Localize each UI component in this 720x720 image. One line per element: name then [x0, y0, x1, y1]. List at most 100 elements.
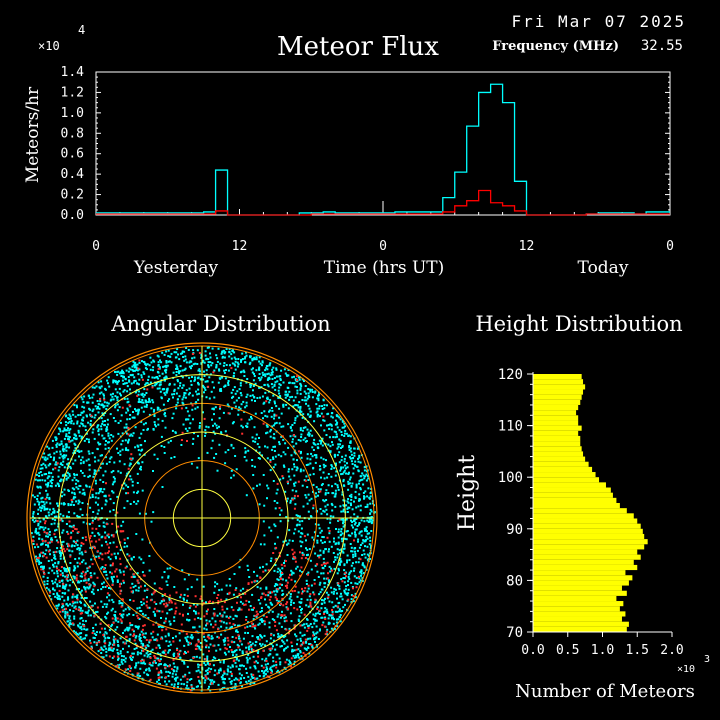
- angular-point-red: [127, 433, 130, 436]
- angular-point: [133, 500, 135, 503]
- angular-point: [163, 413, 166, 416]
- angular-point: [338, 451, 341, 454]
- angular-point: [309, 473, 312, 476]
- angular-point: [81, 456, 84, 459]
- angular-point: [152, 366, 155, 369]
- angular-point-red: [180, 623, 183, 626]
- angular-point: [299, 637, 302, 640]
- angular-point: [117, 620, 120, 623]
- angular-point: [76, 514, 79, 517]
- angular-point: [345, 585, 348, 588]
- angular-point: [110, 625, 113, 628]
- angular-point-red: [287, 632, 290, 635]
- angular-point: [56, 596, 59, 599]
- angular-point: [126, 385, 129, 388]
- angular-point: [327, 621, 330, 624]
- angular-point: [297, 439, 300, 441]
- angular-point: [326, 404, 328, 407]
- angular-point: [58, 595, 61, 598]
- angular-point: [300, 527, 303, 530]
- angular-point: [112, 509, 115, 511]
- angular-point: [41, 479, 44, 482]
- angular-point-red: [164, 593, 167, 596]
- angular-point-red: [247, 642, 250, 645]
- angular-point: [114, 370, 116, 373]
- angular-point-red: [115, 568, 118, 571]
- angular-point-red: [286, 601, 289, 604]
- angular-point-red: [338, 518, 341, 521]
- angular-point: [112, 541, 115, 544]
- angular-point: [84, 634, 87, 637]
- angular-point: [59, 479, 61, 482]
- angular-point-red: [324, 618, 327, 620]
- angular-point: [50, 538, 52, 541]
- angular-point: [140, 603, 143, 606]
- angular-point: [307, 463, 310, 466]
- angular-point: [231, 422, 234, 425]
- angular-point-red: [352, 595, 355, 597]
- angular-point: [248, 648, 250, 651]
- angular-point: [92, 408, 95, 411]
- angular-point: [74, 415, 77, 418]
- angular-point: [79, 600, 82, 603]
- angular-point: [38, 563, 41, 566]
- angular-point: [226, 607, 229, 610]
- angular-point: [306, 533, 309, 536]
- angular-point: [190, 364, 193, 367]
- angular-point: [78, 581, 81, 584]
- angular-point: [68, 569, 71, 572]
- angular-point: [288, 529, 291, 532]
- angular-point: [356, 447, 359, 450]
- angular-point: [368, 554, 370, 557]
- angular-point: [52, 468, 55, 471]
- angular-point: [302, 438, 305, 441]
- angular-point: [279, 384, 282, 387]
- angular-point: [369, 520, 372, 523]
- angular-point: [102, 525, 105, 528]
- angular-point: [341, 472, 344, 475]
- angular-point: [141, 401, 144, 404]
- angular-point: [134, 361, 137, 364]
- angular-point: [101, 454, 103, 457]
- angular-point-red: [71, 622, 74, 625]
- angular-point: [197, 617, 200, 619]
- angular-point: [287, 374, 290, 377]
- angular-point: [313, 622, 316, 625]
- angular-point-red: [90, 540, 93, 543]
- height-y-axis-label: Height: [455, 455, 480, 531]
- angular-point: [205, 624, 207, 627]
- angular-point: [228, 578, 231, 580]
- angular-point-red: [95, 527, 98, 530]
- angular-point: [38, 527, 41, 530]
- angular-point: [268, 401, 271, 404]
- angular-point: [62, 540, 65, 543]
- angular-point: [341, 446, 344, 448]
- angular-point-red: [152, 592, 155, 595]
- angular-point: [30, 532, 33, 535]
- angular-point: [307, 571, 310, 574]
- angular-point: [256, 636, 259, 639]
- angular-point: [107, 441, 110, 444]
- angular-point: [362, 564, 365, 567]
- angular-point: [72, 413, 75, 416]
- angular-point: [73, 473, 76, 476]
- angular-point: [293, 382, 296, 385]
- angular-point-red: [160, 588, 163, 591]
- angular-point: [352, 457, 355, 459]
- angular-point: [269, 601, 272, 604]
- angular-point: [148, 555, 151, 557]
- angular-point: [99, 400, 102, 403]
- angular-point: [53, 509, 56, 512]
- angular-point: [83, 603, 86, 606]
- angular-point: [203, 361, 206, 364]
- angular-point: [137, 411, 140, 414]
- angular-point: [337, 445, 340, 448]
- angular-point: [69, 415, 72, 418]
- angular-point: [187, 349, 190, 351]
- angular-point: [48, 595, 51, 597]
- angular-point: [89, 419, 92, 422]
- angular-point: [69, 622, 71, 625]
- angular-point: [338, 563, 341, 566]
- angular-point-red: [105, 482, 107, 485]
- angular-point: [85, 628, 88, 631]
